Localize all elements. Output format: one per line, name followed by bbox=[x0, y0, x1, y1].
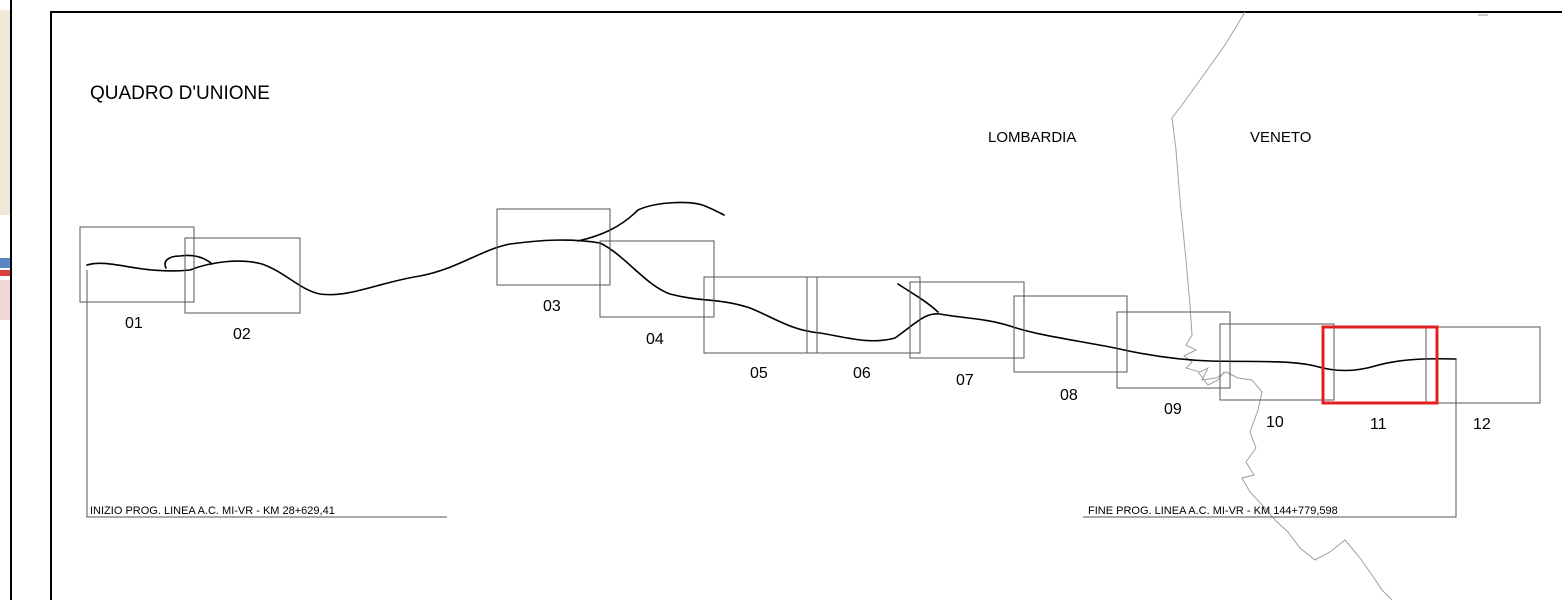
sheet-frames bbox=[79, 208, 1541, 404]
sheet-label-11: 11 bbox=[1370, 416, 1387, 433]
sheet-label-08: 08 bbox=[1060, 387, 1078, 404]
sheet-label-02: 02 bbox=[233, 326, 251, 343]
sheet-label-03: 03 bbox=[543, 298, 561, 315]
highlighted-sheet-frame[interactable] bbox=[1321, 325, 1439, 405]
left-edge-strip bbox=[0, 0, 12, 600]
sheet-label-05: 05 bbox=[750, 365, 768, 382]
leader-lines bbox=[86, 270, 1457, 518]
sheet-label-06: 06 bbox=[853, 365, 871, 382]
sheet-labels: 01 02 03 04 05 06 07 08 09 10 11 12 bbox=[125, 298, 1491, 433]
sheet-label-12: 12 bbox=[1473, 416, 1491, 433]
railway-line bbox=[86, 201, 1457, 372]
sheet-label-09: 09 bbox=[1164, 401, 1182, 418]
end-note: FINE PROG. LINEA A.C. MI-VR - KM 144+779… bbox=[1088, 505, 1338, 517]
start-note: INIZIO PROG. LINEA A.C. MI-VR - KM 28+62… bbox=[90, 505, 335, 517]
sheet-label-07: 07 bbox=[956, 372, 974, 389]
map-frame bbox=[50, 11, 1562, 605]
region-label-veneto: VENETO bbox=[1250, 129, 1311, 146]
map-title: QUADRO D'UNIONE bbox=[90, 83, 270, 104]
sheet-label-04: 04 bbox=[646, 331, 664, 348]
sheet-label-10: 10 bbox=[1266, 414, 1284, 431]
sheet-label-01: 01 bbox=[125, 315, 143, 332]
region-label-lombardia: LOMBARDIA bbox=[988, 129, 1076, 146]
region-boundary bbox=[1171, 11, 1393, 601]
